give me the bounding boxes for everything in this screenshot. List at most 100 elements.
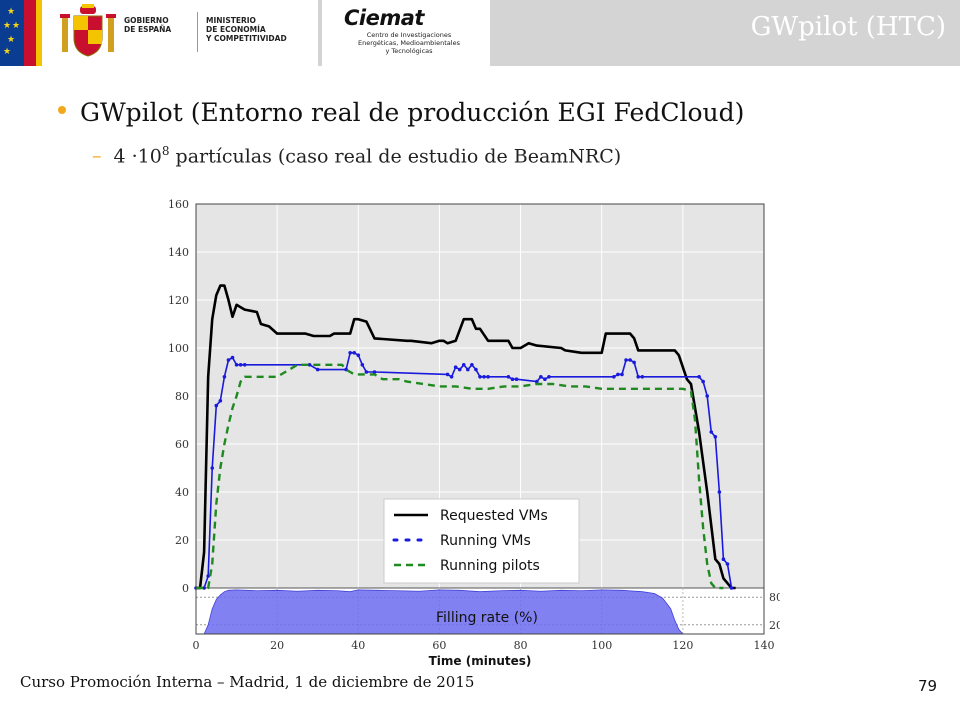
running-vms-point (543, 377, 547, 381)
running-vms-point (466, 367, 470, 372)
ciemat-sub-line: Centro de Investigaciones (366, 31, 452, 39)
header-divider (197, 12, 198, 52)
running-vms-point (506, 375, 511, 379)
running-vms-point (222, 375, 227, 379)
running-vms-point (372, 370, 377, 374)
spain-flag-yellow-stripe (36, 0, 42, 66)
running-vms-point (717, 490, 722, 494)
running-vms-point (307, 363, 312, 367)
chart-legend: Requested VMs Running VMs Running pilots (383, 498, 580, 584)
running-vms-point (453, 365, 458, 369)
running-vms-point (449, 375, 454, 379)
running-vms-point (206, 574, 210, 578)
y-tick-label: 160 (168, 198, 189, 211)
gov-line: GOBIERNO (124, 16, 169, 25)
running-vms-point (352, 351, 357, 355)
ciemat-logo-text: Ciemat (344, 6, 424, 30)
running-vms-point (628, 358, 632, 362)
ministry-line: DE ECONOMÍA (206, 25, 266, 34)
running-vms-point (457, 367, 462, 372)
running-vms-point (230, 355, 235, 360)
eu-flag-icon: ★ ★ ★ ★ ★ (0, 0, 24, 66)
running-vms-point (709, 430, 714, 434)
sub-bullet-suffix: partículas (caso real de estudio de Beam… (169, 145, 622, 168)
chart-series (194, 203, 765, 635)
government-logo-block: ★ ★ ★ ★ ★ GOBIERNO DE ESPAÑA MINISTERIO … (0, 0, 318, 66)
footer-text: Curso Promoción Interna – Madrid, 1 de d… (20, 673, 475, 691)
sub-bullet-dash: – (92, 145, 102, 168)
legend-label-requested: Requested VMs (440, 508, 548, 524)
running-vms-point (721, 557, 726, 561)
x-tick-label: 80 (514, 639, 528, 652)
y-tick-label: 40 (175, 486, 189, 499)
ciemat-logo-block: Ciemat Centro de Investigaciones Energét… (322, 0, 490, 66)
running-vms-point (315, 367, 320, 372)
x-tick-label: 120 (672, 639, 693, 652)
running-vms-point (535, 379, 539, 384)
sub-bullet-prefix: 4 ·10 (113, 145, 162, 168)
running-vms-point (445, 372, 450, 377)
right-tick-label: 80 (769, 591, 780, 604)
x-tick-label: 140 (754, 639, 775, 652)
running-vms-point (356, 353, 361, 357)
running-vms-point (238, 363, 243, 367)
running-vms-point (616, 372, 620, 377)
legend-label-running-vms: Running VMs (440, 533, 531, 549)
running-vms-point (632, 360, 636, 365)
x-tick-label: 60 (432, 639, 446, 652)
ministry-label: MINISTERIO DE ECONOMÍA Y COMPETITIVIDAD (206, 16, 287, 43)
running-vms-point (713, 435, 718, 439)
y-axis-ticks: 0 20 40 60 80 100 120 140 160 (168, 198, 189, 595)
running-vms-point (612, 375, 616, 379)
running-vms-point (242, 363, 247, 367)
government-label: GOBIERNO DE ESPAÑA (124, 16, 171, 34)
gov-line: DE ESPAÑA (124, 25, 172, 34)
vm-usage-chart: 0 20 40 60 80 100 120 140 160 0 20 40 60 80 100 120 140… (168, 198, 780, 668)
filling-rate-area (196, 589, 764, 635)
y-tick-label: 100 (168, 342, 189, 355)
filling-rate-panel (195, 587, 765, 635)
y-tick-label: 60 (175, 438, 189, 451)
running-vms-point (348, 351, 352, 355)
ministry-line: MINISTERIO (206, 16, 256, 25)
running-vms-point (234, 363, 239, 367)
spain-coat-of-arms-icon (60, 4, 116, 57)
x-tick-label: 20 (270, 639, 284, 652)
running-vms-point (226, 358, 231, 362)
running-vms-point (636, 375, 641, 379)
running-vms-point (725, 562, 730, 566)
filling-rate-label: Filling rate (%) (436, 610, 538, 626)
y-tick-label: 0 (182, 582, 189, 595)
running-vms-point (729, 586, 734, 590)
running-vms-point (478, 375, 482, 379)
slide-section-title: GWpilot (HTC) (750, 12, 946, 42)
running-vms-point (482, 375, 486, 379)
y-tick-label: 80 (175, 390, 189, 403)
y-tick-label: 140 (168, 246, 189, 259)
slide-header: ★ ★ ★ ★ ★ GOBIERNO DE ESPAÑA MINISTERIO … (0, 0, 960, 66)
y-tick-label: 20 (175, 534, 189, 547)
series-requested-vms (196, 284, 736, 590)
x-tick-label: 40 (351, 639, 365, 652)
page-number: 79 (918, 677, 938, 695)
y-tick-label: 120 (168, 294, 189, 307)
running-vms-point (210, 466, 215, 470)
bullet-dot-icon (58, 106, 66, 114)
x-tick-label: 100 (591, 639, 612, 652)
running-vms-point (214, 403, 219, 408)
plot-frame (195, 203, 765, 635)
ciemat-sub-line: y Tecnológicas (385, 47, 433, 55)
running-vms-point (510, 377, 515, 381)
ministry-line: Y COMPETITIVIDAD (206, 34, 287, 43)
running-vms-point (474, 367, 478, 372)
legend-box (383, 498, 580, 584)
running-vms-point (461, 363, 466, 367)
legend-label-running-pilots: Running pilots (440, 558, 540, 574)
running-vms-point (624, 358, 628, 362)
running-vms-point (202, 586, 206, 590)
running-vms-point (640, 375, 645, 379)
x-tick-label: 0 (193, 639, 200, 652)
running-vms-point (218, 399, 223, 403)
running-vms-point (701, 379, 705, 384)
running-vms-point (697, 375, 701, 379)
